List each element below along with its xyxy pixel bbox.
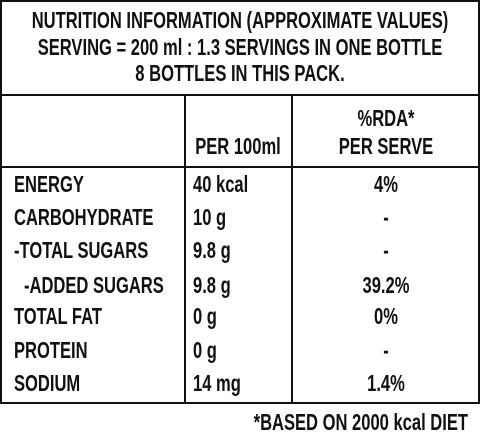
column-header: %RDA*	[357, 107, 414, 132]
per-100ml: 0 g	[193, 305, 217, 330]
per-100ml: 0 g	[193, 339, 217, 364]
row-label: TOTAL FAT	[14, 305, 103, 330]
rda-per-serve: -	[383, 206, 389, 231]
rda-per-serve: 4%	[374, 173, 398, 198]
per-100ml: 9.8 g	[193, 274, 231, 299]
per-100ml: 14 mg	[193, 372, 241, 397]
rda-per-serve: -	[383, 239, 389, 264]
border	[0, 0, 480, 404]
header-line: 8 BOTTLES IN THIS PACK.	[135, 62, 344, 87]
column-header: PER SERVE	[339, 135, 433, 160]
per-100ml: 10 g	[193, 206, 226, 231]
header-line: NUTRITION INFORMATION (APPROXIMATE VALUE…	[32, 9, 449, 34]
row-label: PROTEIN	[14, 339, 88, 364]
row-label: -TOTAL SUGARS	[14, 239, 148, 264]
row-label: SODIUM	[14, 372, 80, 397]
text-layer: NUTRITION INFORMATION (APPROXIMATE VALUE…	[14, 9, 469, 436]
row-label: -ADDED SUGARS	[24, 274, 164, 299]
per-100ml: 40 kcal	[193, 173, 248, 198]
footnote: *BASED ON 2000 kcal DIET	[254, 411, 469, 436]
column-header: PER 100ml	[195, 135, 281, 160]
rda-per-serve: -	[383, 339, 389, 364]
rda-per-serve: 0%	[374, 305, 398, 330]
header-line: SERVING = 200 ml : 1.3 SERVINGS IN ONE B…	[38, 36, 443, 61]
row-label: CARBOHYDRATE	[14, 206, 153, 231]
per-100ml: 9.8 g	[193, 239, 231, 264]
rda-per-serve: 39.2%	[363, 274, 410, 299]
row-label: ENERGY	[14, 173, 84, 198]
rda-per-serve: 1.4%	[367, 372, 405, 397]
